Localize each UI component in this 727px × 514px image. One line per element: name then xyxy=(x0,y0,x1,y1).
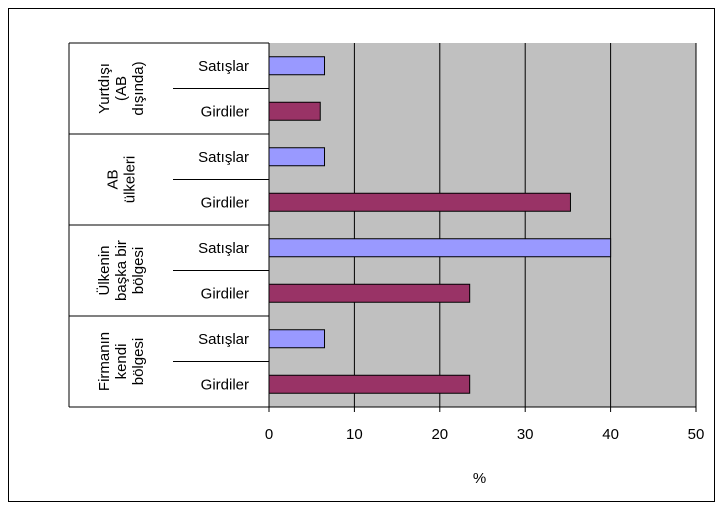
group-label-line: bölgesi xyxy=(130,338,147,386)
bar-1-2 xyxy=(268,101,321,121)
bar-label: Girdiler xyxy=(201,376,249,393)
group-label: Ülkeninbaşka birbölgesi xyxy=(95,240,147,301)
bar-label: Girdiler xyxy=(201,103,249,120)
group-label-line: kendi xyxy=(113,344,130,380)
bar-label: Satışlar xyxy=(198,331,249,348)
x-tick-label: 40 xyxy=(602,426,619,443)
group-label-line: Ülkenin xyxy=(95,245,113,295)
group-label-line: (AB xyxy=(113,76,130,101)
group-label-line: dışında) xyxy=(130,61,147,115)
bar-3-1 xyxy=(268,238,612,258)
x-tick-label: 0 xyxy=(265,426,273,443)
bar-3-2 xyxy=(268,283,471,303)
bar-4-2 xyxy=(268,374,471,394)
group-label-line: Firmanın xyxy=(96,332,113,391)
x-axis-title: % xyxy=(473,470,486,487)
group-label-line: bölgesi xyxy=(130,247,147,295)
bar-1-1 xyxy=(268,56,326,76)
bar-2-1 xyxy=(268,147,326,167)
bar-4-1 xyxy=(268,329,326,349)
group-label-line: ülkeleri xyxy=(122,156,139,204)
bar-2-2 xyxy=(268,192,571,212)
bar-label: Girdiler xyxy=(201,194,249,211)
x-tick-label: 50 xyxy=(688,426,705,443)
bar-label: Satışlar xyxy=(198,58,249,75)
bar-label: Satışlar xyxy=(198,240,249,257)
plot-area xyxy=(269,43,696,407)
group-label-line: başka bir xyxy=(113,240,130,301)
group-label: ABülkeleri xyxy=(105,156,139,204)
group-label: Yurtdışı(ABdışında) xyxy=(96,61,147,115)
group-label-line: AB xyxy=(105,169,122,189)
x-tick-label: 30 xyxy=(517,426,534,443)
group-label-line: Yurtdışı xyxy=(96,63,113,114)
group-label: Firmanınkendibölgesi xyxy=(96,332,147,391)
x-tick-label: 20 xyxy=(431,426,448,443)
bar-label: Girdiler xyxy=(201,285,249,302)
bar-label: Satışlar xyxy=(198,149,249,166)
x-tick-label: 10 xyxy=(346,426,363,443)
